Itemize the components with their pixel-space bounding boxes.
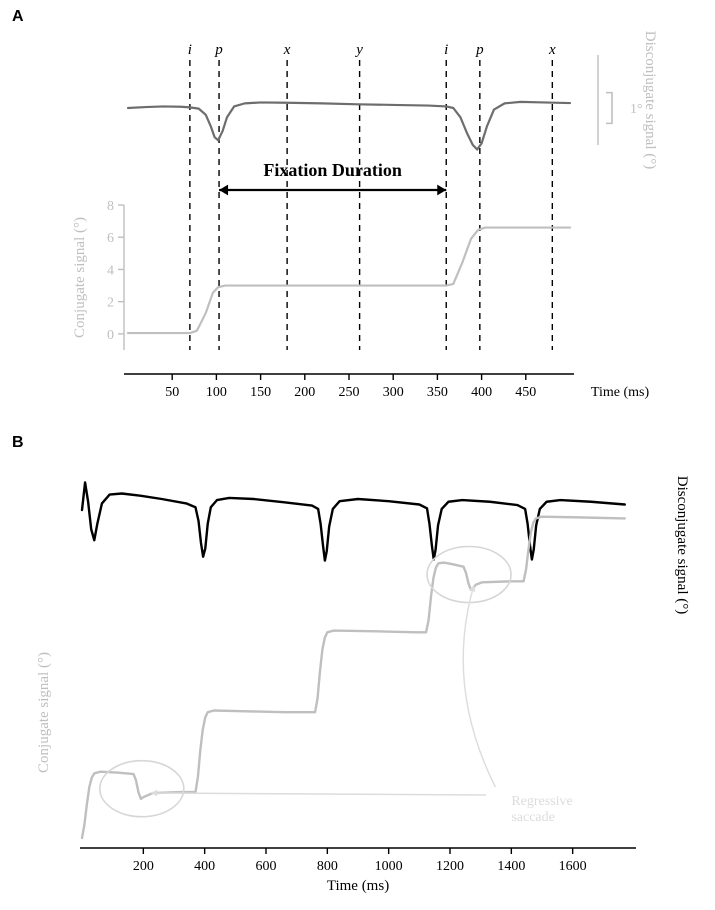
svg-text:p: p [475, 42, 484, 58]
svg-text:1400: 1400 [497, 859, 525, 874]
svg-text:200: 200 [294, 385, 315, 400]
svg-text:6: 6 [107, 231, 114, 246]
svg-text:Time (ms): Time (ms) [591, 385, 650, 400]
svg-text:Time (ms): Time (ms) [327, 878, 389, 894]
svg-text:Fixation Duration: Fixation Duration [263, 160, 402, 180]
svg-text:Disconjugate signal (°): Disconjugate signal (°) [642, 31, 658, 169]
svg-text:0: 0 [107, 328, 114, 343]
svg-text:Regressive: Regressive [511, 794, 572, 809]
svg-text:saccade: saccade [511, 810, 555, 825]
svg-text:200: 200 [133, 859, 154, 874]
svg-text:400: 400 [471, 385, 492, 400]
svg-text:150: 150 [250, 385, 271, 400]
svg-text:600: 600 [256, 859, 277, 874]
svg-text:1200: 1200 [436, 859, 464, 874]
svg-text:y: y [354, 42, 363, 58]
svg-text:Conjugate signal (°): Conjugate signal (°) [36, 652, 52, 773]
svg-text:50: 50 [165, 385, 179, 400]
svg-text:x: x [283, 42, 291, 58]
svg-text:8: 8 [107, 199, 114, 214]
figure-root: A B ipxyipx1°Disconjugate signal (°)Fixa… [0, 0, 715, 910]
svg-text:450: 450 [515, 385, 536, 400]
svg-text:i: i [444, 42, 448, 58]
svg-text:p: p [214, 42, 223, 58]
panel-a-svg: i p x y i p x 1°Disconjugate signal (°) Fixation… [30, 20, 690, 420]
svg-text:i: i [188, 42, 192, 58]
svg-text:400: 400 [194, 859, 215, 874]
svg-text:1600: 1600 [559, 859, 587, 874]
svg-text:x: x [548, 42, 556, 58]
svg-text:250: 250 [339, 385, 360, 400]
svg-text:4: 4 [107, 263, 114, 278]
svg-text:1000: 1000 [375, 859, 403, 874]
panel-a-label: A [12, 8, 24, 26]
svg-text:350: 350 [427, 385, 448, 400]
svg-text:Disconjugate signal (°): Disconjugate signal (°) [674, 476, 690, 614]
svg-text:100: 100 [206, 385, 227, 400]
svg-text:800: 800 [317, 859, 338, 874]
svg-text:2: 2 [107, 296, 114, 311]
svg-text:Conjugate signal (°): Conjugate signal (°) [72, 217, 88, 338]
svg-text:300: 300 [383, 385, 404, 400]
svg-text:1°: 1° [630, 102, 643, 117]
panel-b-svg: Regressivesaccade 200 400 600 800 1000 1200 140… [20, 445, 700, 900]
